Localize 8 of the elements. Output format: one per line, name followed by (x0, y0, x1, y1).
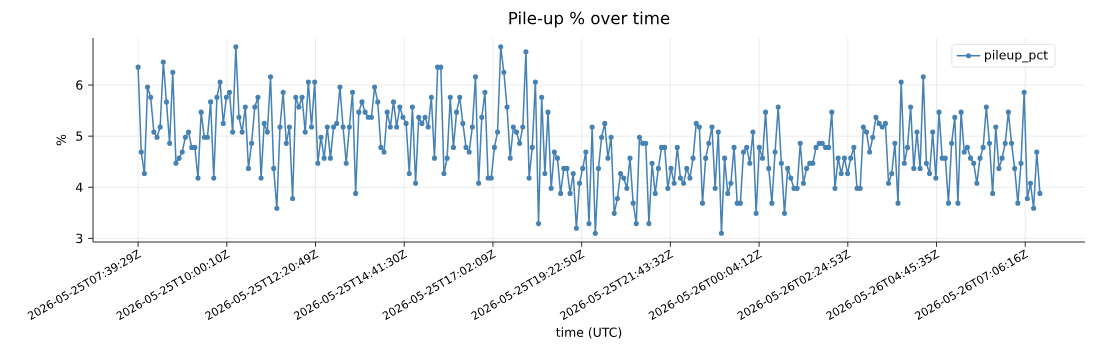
y-tick-label: 4 (75, 182, 83, 192)
y-tick-label: 3 (76, 233, 83, 244)
legend-label: pileup_pct (985, 49, 1048, 63)
y-axis-title: % (56, 134, 66, 146)
x-axis-title: time (UTC) (556, 327, 622, 339)
y-tick-label: 6 (76, 80, 83, 90)
chart-title: Pile-up % over time (509, 11, 670, 28)
y-tick-label: 5 (76, 131, 83, 141)
